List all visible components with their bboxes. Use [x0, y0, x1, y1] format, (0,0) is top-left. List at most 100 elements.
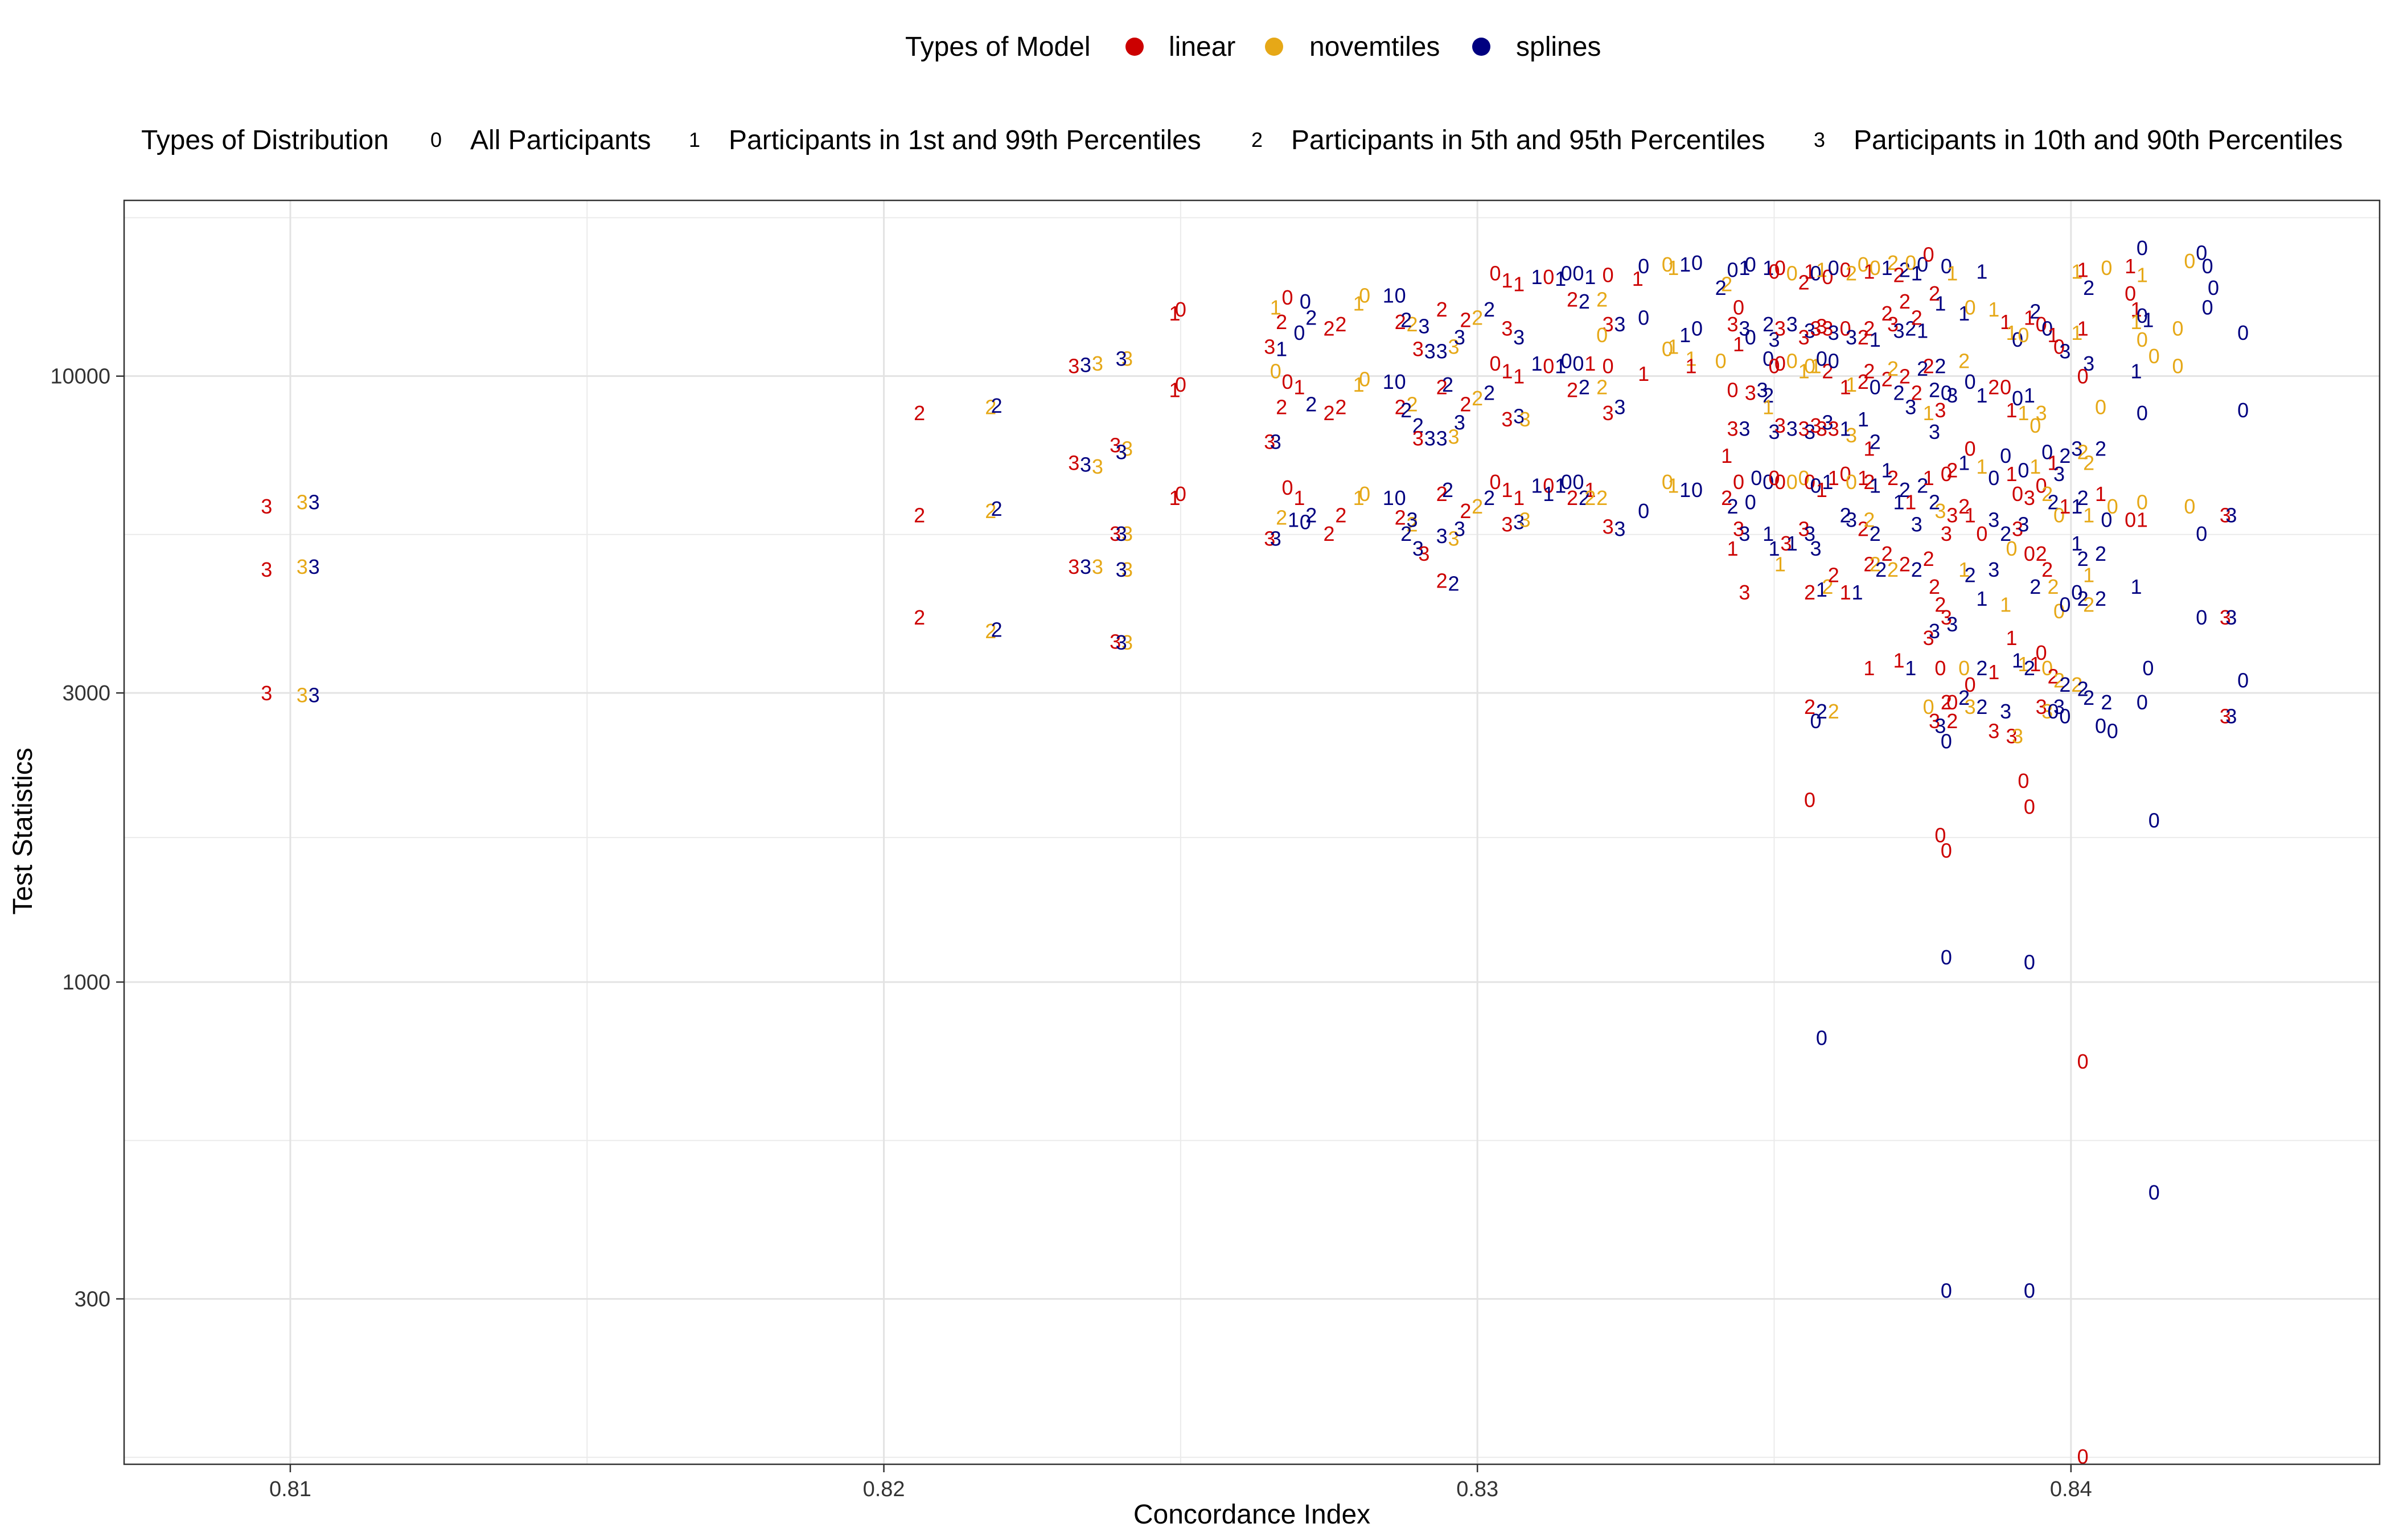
- data-point-linear-2: 2: [2041, 558, 2053, 581]
- data-point-splines-3: 3: [2053, 695, 2065, 718]
- data-point-splines-3: 3: [1080, 555, 1091, 578]
- legend-symbol-1: 1: [689, 128, 700, 151]
- data-point-novemtiles-2: 2: [1472, 387, 1483, 410]
- data-point-linear-2: 2: [1946, 459, 1958, 482]
- data-point-splines-0: 0: [2059, 704, 2070, 728]
- data-point-splines-1: 1: [1531, 265, 1542, 289]
- data-point-splines-3: 3: [1614, 313, 1625, 336]
- data-point-linear-3: 3: [1603, 515, 1614, 539]
- data-point-linear-0: 0: [2053, 335, 2065, 358]
- data-point-linear-0: 0: [2125, 508, 2136, 531]
- data-point-splines-0: 0: [1691, 317, 1703, 340]
- x-tick-label: 0.83: [1456, 1477, 1498, 1501]
- data-point-splines-0: 0: [2059, 593, 2070, 617]
- data-point-novemtiles-0: 0: [1786, 470, 1798, 494]
- data-point-splines-0: 0: [1691, 251, 1703, 274]
- data-point-linear-1: 1: [1863, 260, 1875, 283]
- data-point-linear-1: 1: [1638, 362, 1649, 385]
- data-point-splines-3: 3: [1080, 353, 1091, 376]
- data-point-novemtiles-1: 1: [1353, 486, 1365, 510]
- data-point-splines-3: 3: [1116, 441, 1127, 464]
- data-point-splines-0: 0: [2237, 669, 2249, 692]
- legend-label-splines: splines: [1516, 32, 1601, 62]
- data-point-splines-3: 3: [1786, 417, 1798, 440]
- data-point-linear-1: 1: [1840, 581, 1851, 604]
- data-point-splines-3: 3: [1454, 518, 1465, 541]
- data-point-linear-0: 0: [2036, 313, 2047, 336]
- data-point-linear-3: 3: [1501, 512, 1513, 536]
- data-point-splines-3: 3: [1846, 508, 1857, 531]
- data-point-splines-0: 0: [1828, 350, 1839, 373]
- data-point-linear-2: 2: [1863, 360, 1875, 383]
- data-point-splines-1: 1: [1786, 532, 1798, 555]
- legend-model: Types of Model linear novemtiles splines: [905, 32, 1601, 62]
- data-point-linear-0: 0: [1840, 258, 1851, 281]
- data-point-linear-2: 2: [1899, 365, 1911, 388]
- data-point-splines-2: 2: [1840, 504, 1851, 527]
- data-point-splines-0: 0: [1965, 370, 1976, 393]
- data-point-splines-0: 0: [1941, 946, 1952, 969]
- data-point-novemtiles-0: 0: [2095, 396, 2106, 419]
- data-point-linear-0: 0: [1175, 298, 1186, 321]
- data-point-splines-3: 3: [1946, 384, 1958, 407]
- data-point-linear-1: 1: [2095, 482, 2106, 506]
- data-point-novemtiles-1: 1: [2137, 264, 2148, 287]
- data-point-linear-3: 3: [1110, 630, 1121, 654]
- data-point-linear-3: 3: [1934, 399, 1946, 422]
- data-point-novemtiles-3: 3: [1121, 522, 1133, 545]
- data-point-linear-3: 3: [1501, 408, 1513, 431]
- data-point-novemtiles-1: 1: [2083, 564, 2094, 587]
- data-point-splines-2: 2: [1875, 558, 1887, 581]
- data-point-splines-1: 1: [1763, 522, 1774, 545]
- data-point-splines-1: 1: [2024, 384, 2035, 407]
- data-point-splines-3: 3: [2225, 504, 2237, 527]
- data-point-linear-3: 3: [1110, 522, 1121, 545]
- data-point-splines-3: 3: [309, 683, 320, 707]
- data-point-linear-0: 0: [2077, 1445, 2089, 1468]
- data-point-splines-2: 2: [1965, 564, 1976, 587]
- data-point-linear-3: 3: [2036, 695, 2047, 718]
- data-point-splines-1: 1: [1679, 323, 1691, 347]
- data-point-splines-0: 0: [1763, 347, 1774, 370]
- data-point-splines-3: 3: [1905, 396, 1916, 419]
- data-point-splines-0: 0: [1572, 261, 1584, 285]
- data-point-splines-1: 1: [2071, 532, 2082, 555]
- data-point-linear-2: 2: [1923, 355, 1934, 378]
- data-point-linear-2: 2: [1887, 466, 1899, 490]
- data-point-splines-0: 0: [1816, 347, 1827, 370]
- data-point-splines-2: 2: [1727, 495, 1739, 518]
- data-point-splines-3: 3: [1270, 527, 1281, 550]
- data-point-linear-2: 2: [1567, 378, 1578, 401]
- data-point-splines-0: 0: [2196, 241, 2207, 264]
- data-point-linear-1: 1: [2024, 306, 2035, 330]
- data-point-splines-0: 0: [2041, 441, 2053, 464]
- data-point-splines-3: 3: [1757, 378, 1768, 401]
- data-point-splines-0: 0: [1395, 370, 1406, 393]
- data-point-splines-2: 2: [1893, 381, 1904, 404]
- data-point-splines-1: 1: [2142, 308, 2154, 331]
- data-point-splines-3: 3: [1828, 321, 1839, 344]
- data-point-novemtiles-2: 2: [1472, 306, 1483, 330]
- data-point-novemtiles-0: 0: [2172, 355, 2183, 378]
- data-point-linear-0: 0: [2000, 376, 2011, 399]
- data-point-linear-3: 3: [1501, 317, 1513, 340]
- data-point-novemtiles-3: 3: [1121, 631, 1133, 654]
- data-point-linear-2: 2: [1436, 482, 1448, 506]
- data-point-novemtiles-0: 0: [1662, 253, 1673, 276]
- data-point-novemtiles-0: 0: [1359, 367, 1370, 391]
- data-point-linear-1: 1: [2048, 323, 2059, 347]
- data-point-novemtiles-0: 0: [1270, 360, 1281, 383]
- data-point-splines-3: 3: [1424, 340, 1436, 363]
- data-point-splines-3: 3: [1846, 326, 1857, 349]
- data-point-splines-2: 2: [1905, 317, 1916, 340]
- data-point-linear-0: 0: [1965, 437, 1976, 461]
- data-point-novemtiles-2: 2: [1870, 552, 1881, 576]
- data-point-linear-2: 2: [1828, 564, 1839, 587]
- legend-model-item-novemtiles: novemtiles: [1265, 32, 1440, 62]
- data-point-splines-0: 0: [1751, 466, 1762, 490]
- data-point-splines-1: 1: [1840, 417, 1851, 440]
- data-point-splines-2: 2: [1305, 306, 1317, 330]
- data-point-linear-0: 0: [1543, 474, 1554, 498]
- data-point-linear-2: 2: [1941, 691, 1952, 714]
- data-point-splines-3: 3: [1270, 430, 1281, 454]
